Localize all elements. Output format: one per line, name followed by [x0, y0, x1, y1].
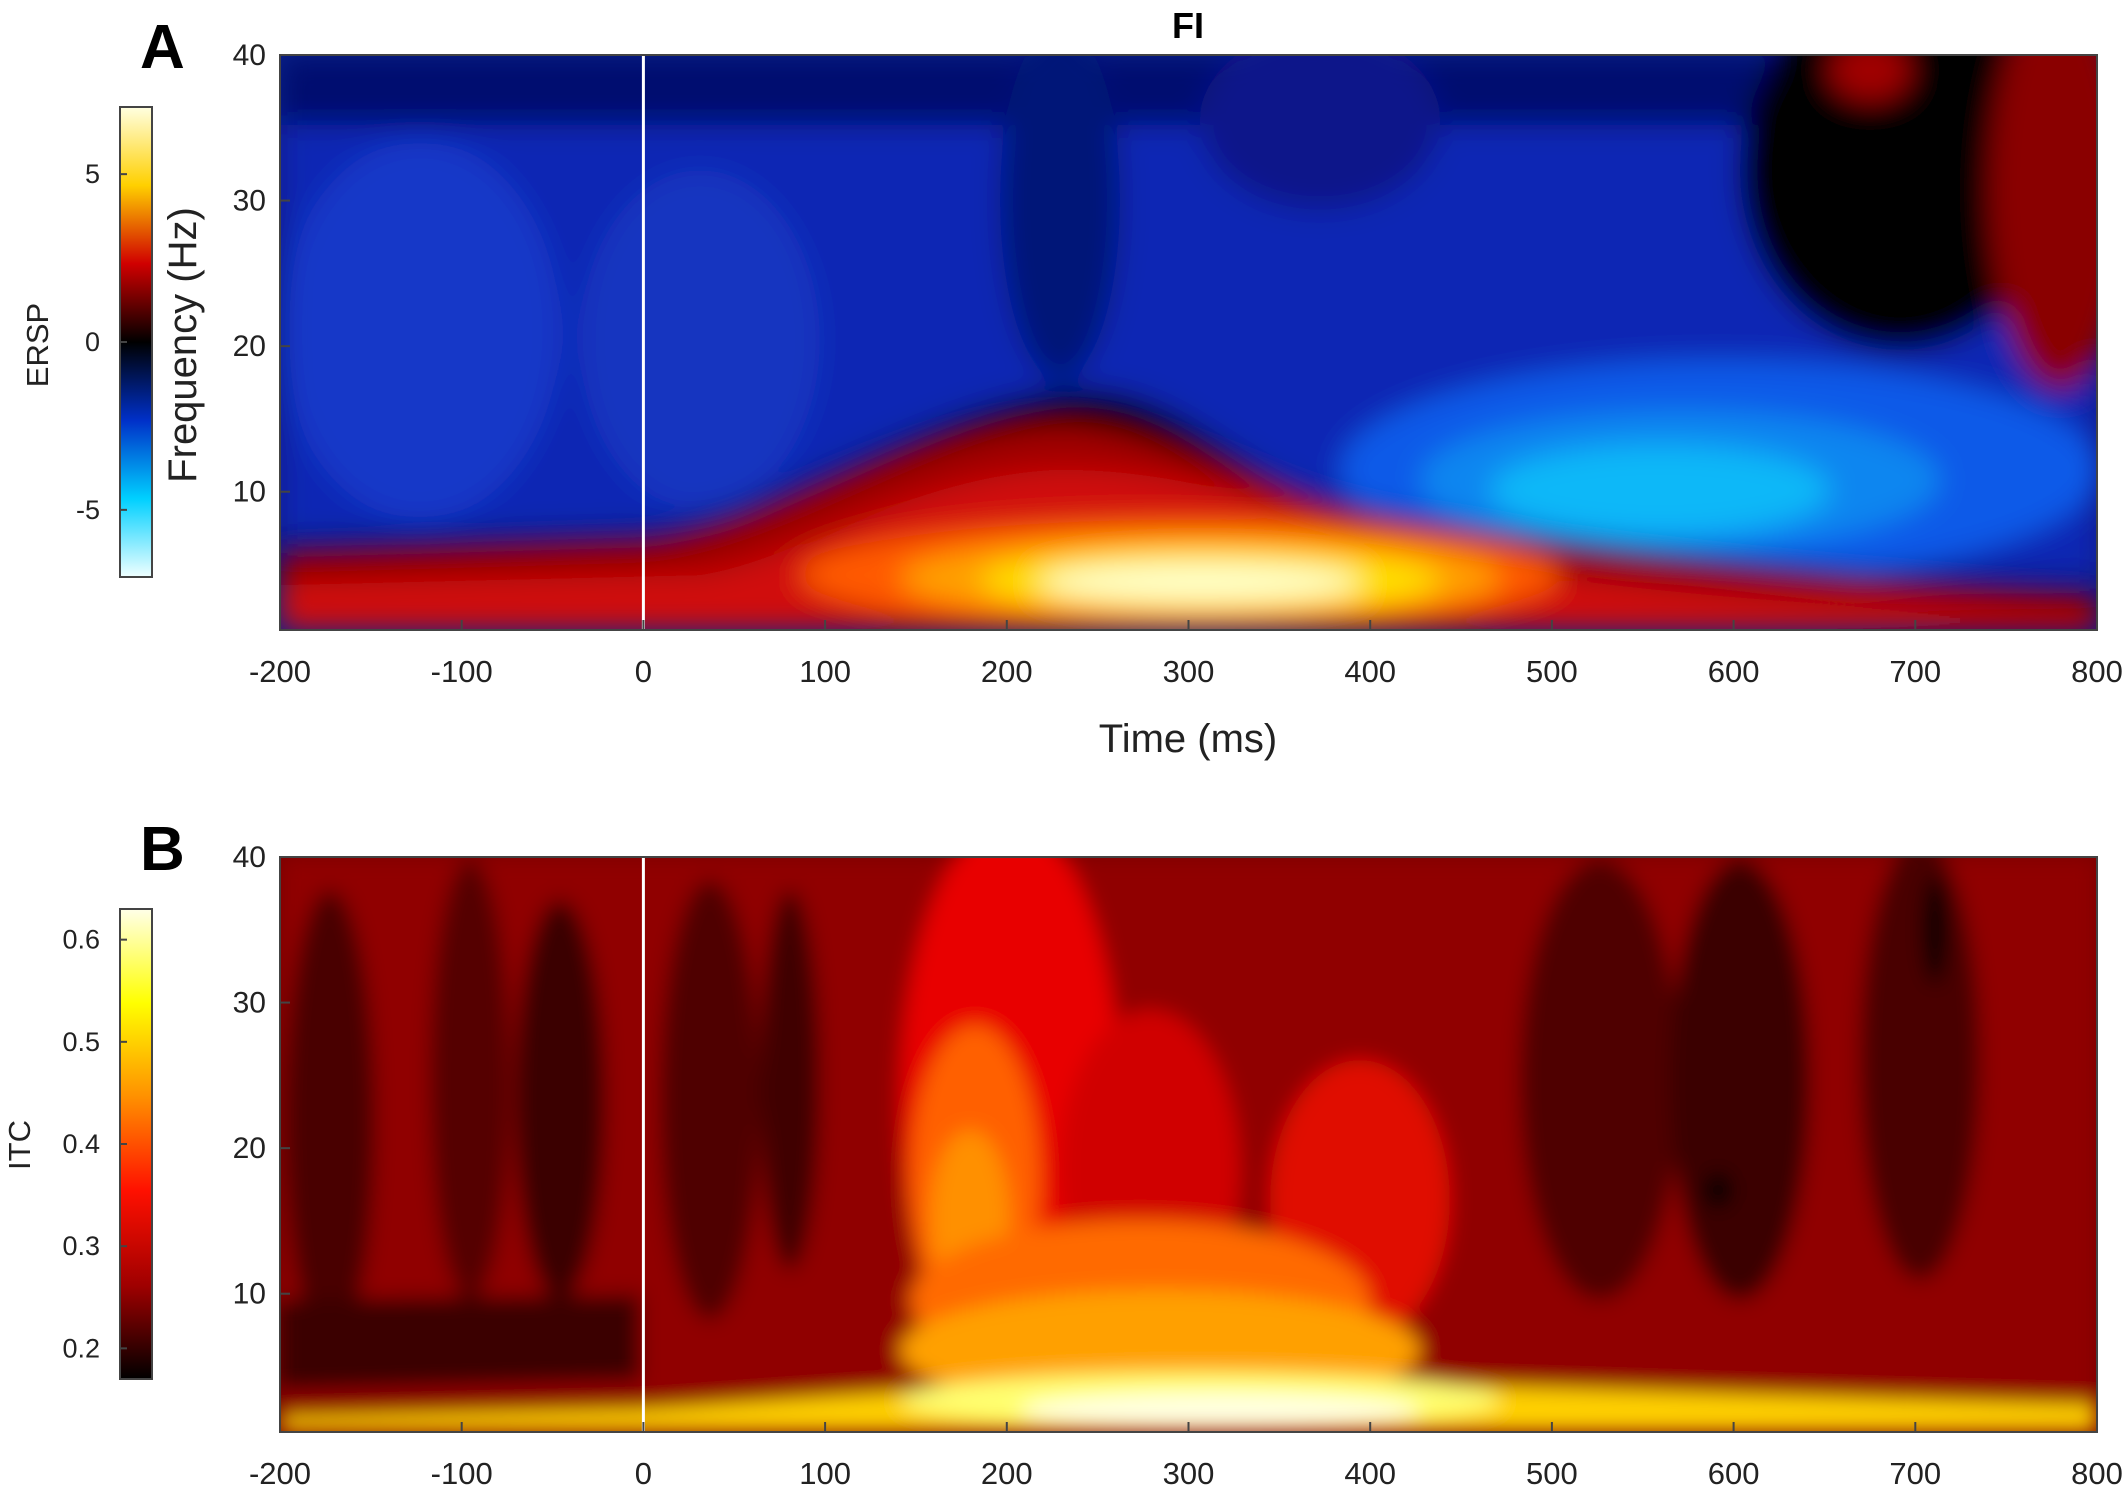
ersp-x-tick-label: 200	[981, 654, 1033, 689]
ersp-y-tick-label: 40	[233, 39, 266, 72]
ersp-y-tick-label: 10	[233, 476, 266, 509]
ersp-y-tick-label: 30	[233, 185, 266, 218]
ersp-colorbar	[119, 106, 153, 578]
ersp-colorbar-tick-label: -5	[76, 495, 100, 525]
itc-x-tick-label: -200	[249, 1456, 311, 1491]
panel-b: B	[2, 815, 2123, 1491]
ersp-y-tick-label: 20	[233, 330, 266, 363]
itc-x-tick-label: -100	[431, 1456, 493, 1491]
itc-x-tick-label: 700	[1889, 1456, 1941, 1491]
ersp-x-tick-label: 400	[1344, 654, 1396, 689]
ersp-x-tick-label: 800	[2071, 654, 2123, 689]
panel-b-letter: B	[140, 815, 185, 884]
itc-x-tick-label: 400	[1344, 1456, 1396, 1491]
itc-x-tick-label: 300	[1163, 1456, 1215, 1491]
itc-colorbar-tick-label: 0.5	[62, 1027, 100, 1057]
panel-a: A FI	[20, 5, 2123, 761]
itc-y-tick-label: 10	[233, 1278, 266, 1311]
ersp-x-tick-label: -100	[431, 654, 493, 689]
itc-x-tick-label: 200	[981, 1456, 1033, 1491]
itc-y-tick-label: 40	[233, 841, 266, 874]
ersp-y-ticks: 10 20 30 40	[233, 39, 290, 509]
ersp-colorbar-ticks: -5 0 5	[76, 159, 127, 525]
ersp-x-tick-label: 700	[1889, 654, 1941, 689]
ersp-colorbar-tick-label: 5	[85, 159, 100, 189]
ersp-x-tick-label: 300	[1163, 654, 1215, 689]
itc-x-tick-label: 800	[2071, 1456, 2123, 1491]
itc-y-ticks: 10 20 30 40	[233, 841, 290, 1311]
itc-heatmap	[280, 857, 2097, 1432]
itc-colorbar-tick-label: 0.6	[62, 925, 100, 955]
ersp-x-tick-label: 500	[1526, 654, 1578, 689]
itc-x-ticks: -200 -100 0 100 200 300 400 500 600 700 800	[249, 1422, 2123, 1491]
itc-colorbar-label: ITC	[2, 1120, 37, 1170]
panel-a-title: FI	[1172, 5, 1204, 46]
ersp-x-tick-label: 600	[1708, 654, 1760, 689]
ersp-x-tick-label: 100	[799, 654, 851, 689]
itc-x-tick-label: 600	[1708, 1456, 1760, 1491]
ersp-x-tick-label: -200	[249, 654, 311, 689]
itc-colorbar-tick-label: 0.2	[62, 1333, 100, 1363]
ersp-y-axis-label: Frequency (Hz)	[161, 207, 205, 483]
itc-x-tick-label: 500	[1526, 1456, 1578, 1491]
itc-x-tick-label: 0	[635, 1456, 652, 1491]
ersp-x-axis-label: Time (ms)	[1099, 717, 1277, 761]
panel-a-letter: A	[140, 13, 185, 82]
ersp-colorbar-label: ERSP	[20, 303, 55, 387]
itc-colorbar-ticks: 0.2 0.3 0.4 0.5 0.6	[62, 925, 127, 1363]
itc-x-tick-label: 100	[799, 1456, 851, 1491]
ersp-x-ticks: -200 -100 0 100 200 300 400 500 600 700 800	[249, 620, 2123, 689]
itc-colorbar-tick-label: 0.4	[62, 1129, 100, 1159]
itc-colorbar-tick-label: 0.3	[62, 1231, 100, 1261]
ersp-x-tick-label: 0	[635, 654, 652, 689]
ersp-colorbar-tick-label: 0	[85, 327, 100, 357]
itc-y-tick-label: 20	[233, 1132, 266, 1165]
itc-y-tick-label: 30	[233, 987, 266, 1020]
ersp-heatmap	[280, 55, 2097, 630]
